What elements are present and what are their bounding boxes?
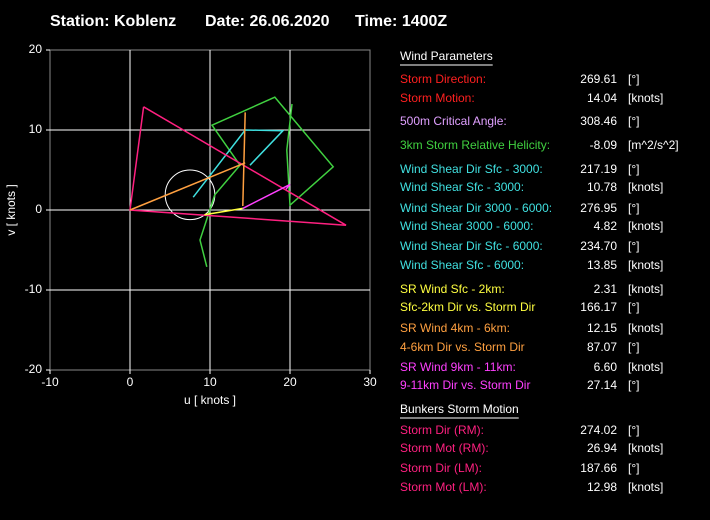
param-label: 500m Critical Angle: (400, 114, 507, 128)
param-label: Storm Direction: (400, 72, 486, 86)
section-title: Wind Parameters (400, 49, 493, 63)
param-unit: [knots] (628, 360, 663, 374)
param-unit: [knots] (628, 258, 663, 272)
param-value: 6.60 (594, 360, 618, 374)
param-value: 308.46 (580, 114, 617, 128)
param-value: 26.94 (587, 441, 617, 455)
x-tick-label: 10 (203, 375, 217, 389)
y-tick-label: 20 (29, 42, 43, 56)
param-value: 276.95 (580, 201, 617, 215)
param-label: Storm Mot (LM): (400, 480, 487, 494)
param-label: SR Wind 4km - 6km: (400, 321, 510, 335)
time: Time: 1400Z (355, 13, 447, 30)
param-value: 234.70 (580, 239, 617, 253)
param-label: Storm Dir (RM): (400, 423, 484, 437)
param-unit: [°] (628, 201, 639, 215)
param-value: 274.02 (580, 423, 617, 437)
param-value: 27.14 (587, 378, 617, 392)
x-tick-label: 0 (127, 375, 134, 389)
param-unit: [knots] (628, 441, 663, 455)
hodograph-line (242, 183, 291, 210)
param-value: 2.31 (594, 282, 618, 296)
param-label: SR Wind Sfc - 2km: (400, 282, 505, 296)
param-unit: [°] (628, 461, 639, 475)
hodograph-line (129, 162, 246, 211)
x-tick-label: 20 (283, 375, 297, 389)
x-tick-label: 30 (363, 375, 377, 389)
param-unit: [knots] (628, 480, 663, 494)
param-label: 9-11km Dir vs. Storm Dir (400, 378, 530, 392)
param-value: 87.07 (587, 340, 617, 354)
storm-circle (164, 169, 216, 221)
hodograph-line (199, 96, 335, 267)
param-label: Wind Shear Dir 3000 - 6000: (400, 201, 552, 215)
station: Station: Koblenz (50, 13, 176, 30)
x-tick-label: -10 (41, 375, 59, 389)
y-tick-label: 0 (35, 202, 42, 216)
param-value: 166.17 (580, 300, 617, 314)
param-label: Wind Shear Sfc - 6000: (400, 258, 524, 272)
param-value: 187.66 (580, 461, 617, 475)
section-title: Bunkers Storm Motion (400, 402, 519, 416)
param-unit: [knots] (628, 219, 663, 233)
param-label: Storm Mot (RM): (400, 441, 489, 455)
param-label: Storm Motion: (400, 91, 475, 105)
date: Date: 26.06.2020 (205, 13, 330, 30)
param-label: Wind Shear Dir Sfc - 3000: (400, 162, 543, 176)
y-tick-label: 10 (29, 122, 43, 136)
param-unit: [°] (628, 72, 639, 86)
param-unit: [°] (628, 340, 639, 354)
param-value: 4.82 (594, 219, 618, 233)
param-unit: [°] (628, 423, 639, 437)
param-unit: [°] (628, 239, 639, 253)
param-unit: [knots] (628, 321, 663, 335)
param-label: Sfc-2km Dir vs. Storm Dir (400, 300, 535, 314)
hodograph-line (129, 106, 347, 226)
param-label: Wind Shear Sfc - 3000: (400, 180, 524, 194)
param-value: 10.78 (587, 180, 617, 194)
param-label: 4-6km Dir vs. Storm Dir (400, 340, 525, 354)
param-label: Wind Shear 3000 - 6000: (400, 219, 533, 233)
hodograph-line (192, 129, 285, 198)
param-unit: [m^2/s^2] (628, 138, 679, 152)
param-label: Wind Shear Dir Sfc - 6000: (400, 239, 543, 253)
param-label: SR Wind 9km - 11km: (400, 360, 516, 374)
param-value: 14.04 (587, 91, 617, 105)
param-label: Storm Dir (LM): (400, 461, 482, 475)
param-unit: [°] (628, 162, 639, 176)
param-value: 12.98 (587, 480, 617, 494)
param-unit: [°] (628, 378, 639, 392)
y-tick-label: -20 (25, 362, 43, 376)
param-unit: [knots] (628, 91, 663, 105)
param-value: 217.19 (580, 162, 617, 176)
param-unit: [°] (628, 300, 639, 314)
hodograph-line (242, 112, 246, 207)
y-axis-label: v [ knots ] (4, 184, 18, 235)
param-unit: [°] (628, 114, 639, 128)
y-tick-label: -10 (25, 282, 43, 296)
param-value: -8.09 (590, 138, 618, 152)
param-value: 269.61 (580, 72, 617, 86)
param-unit: [knots] (628, 282, 663, 296)
hodograph-line (204, 207, 243, 216)
param-unit: [knots] (628, 180, 663, 194)
param-label: 3km Storm Relative Helicity: (400, 138, 550, 152)
param-value: 12.15 (587, 321, 617, 335)
param-value: 13.85 (587, 258, 617, 272)
x-axis-label: u [ knots ] (184, 393, 236, 407)
